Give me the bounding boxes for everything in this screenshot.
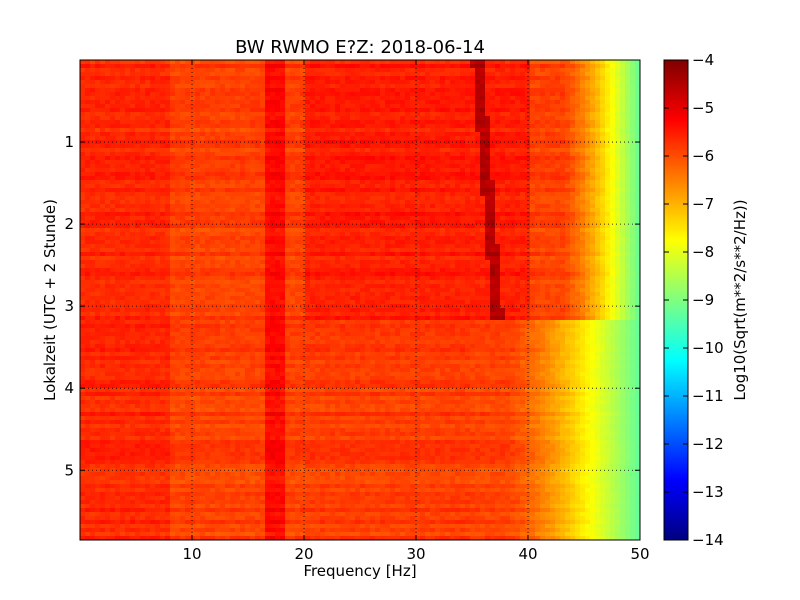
x-tick-label: 10 <box>182 545 201 563</box>
colorbar-tick-label: −14 <box>692 531 724 549</box>
y-tick-label: 2 <box>64 215 74 233</box>
colorbar-tick-label: −8 <box>692 243 714 261</box>
x-tick-label: 20 <box>294 545 313 563</box>
y-tick-label: 4 <box>64 379 74 397</box>
y-tick-label: 1 <box>64 133 74 151</box>
x-axis: 10 20 30 40 50 <box>182 60 650 563</box>
grid-lines <box>80 60 640 540</box>
chart-title: BW RWMO E?Z: 2018-06-14 <box>235 37 485 58</box>
colorbar-tick-label: −4 <box>692 51 714 69</box>
colorbar-tick-label: −7 <box>692 195 714 213</box>
colorbar-label: Log10(Sqrt(m**2/s**2/Hz)) <box>731 199 749 400</box>
colorbar-tick-label: −13 <box>692 483 724 501</box>
spectrogram-heatmap <box>80 60 640 540</box>
x-axis-label: Frequency [Hz] <box>303 562 416 580</box>
x-tick-label: 30 <box>406 545 425 563</box>
y-tick-label: 5 <box>64 461 74 479</box>
y-axis-label: Lokalzeit (UTC + 2 Stunde) <box>41 199 59 401</box>
colorbar-tick-label: −12 <box>692 435 724 453</box>
colorbar-tick-label: −11 <box>692 387 724 405</box>
y-axis: 1 2 3 4 5 <box>64 133 640 479</box>
plot-frame <box>79 59 641 541</box>
colorbar-tick-label: −10 <box>692 339 724 357</box>
colorbar-ticks: −4 −5 −6 −7 −8 −9 −10 −11 −12 −13 −14 <box>664 51 724 549</box>
y-tick-label: 3 <box>64 297 74 315</box>
colorbar-tick-label: −5 <box>692 99 714 117</box>
colorbar-tick-label: −9 <box>692 291 714 309</box>
x-tick-label: 50 <box>630 545 649 563</box>
x-tick-label: 40 <box>518 545 537 563</box>
colorbar-tick-label: −6 <box>692 147 714 165</box>
